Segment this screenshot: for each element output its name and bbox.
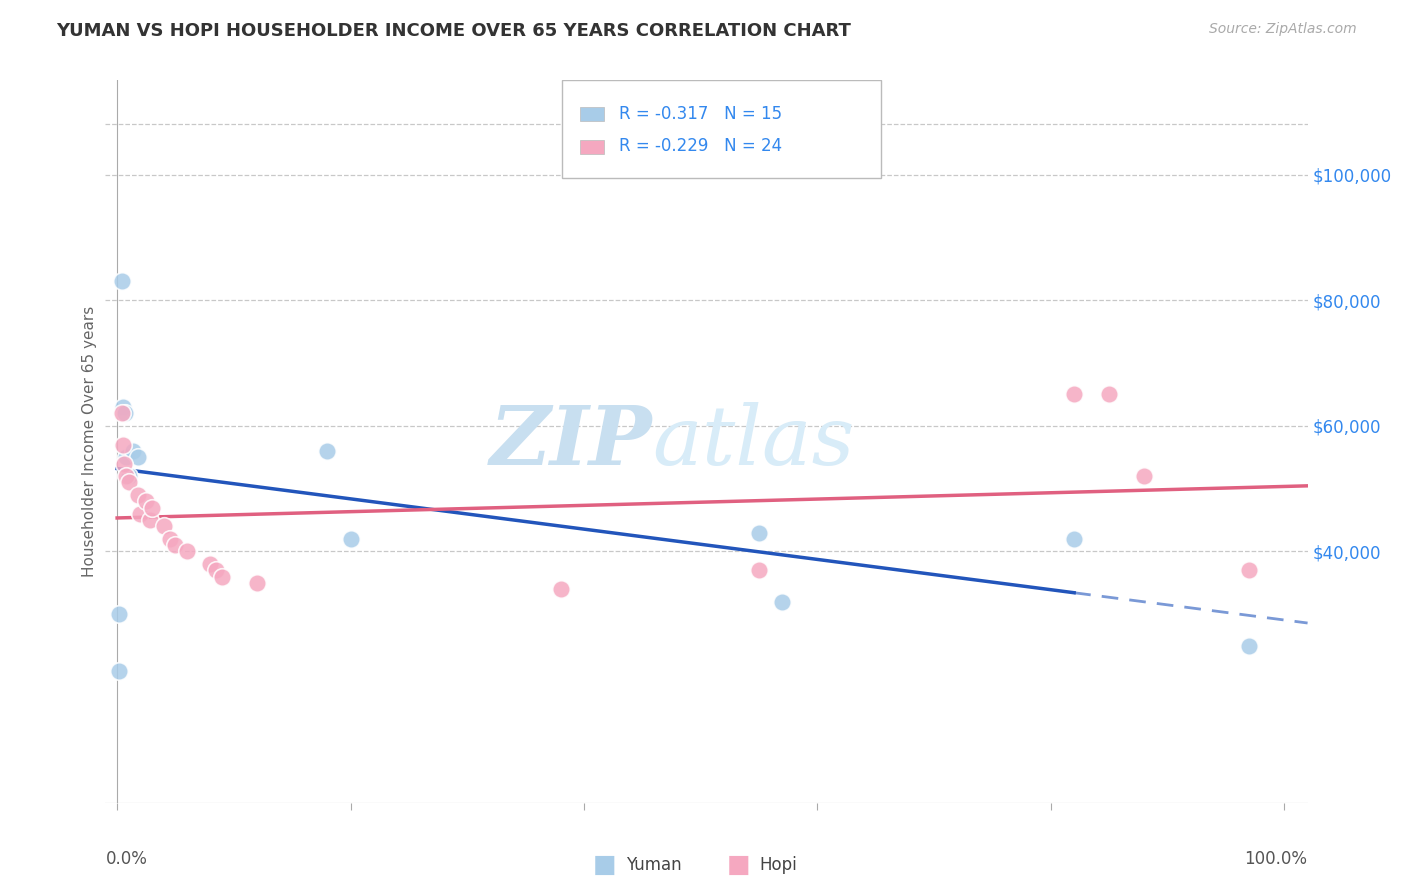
Point <box>141 500 163 515</box>
Bar <box>581 107 605 121</box>
Point <box>1133 469 1156 483</box>
Point <box>135 494 157 508</box>
Point <box>115 450 138 465</box>
Point <box>205 563 228 577</box>
Point <box>176 544 198 558</box>
Bar <box>581 139 605 154</box>
Point <box>153 519 176 533</box>
Point <box>122 444 145 458</box>
Text: 0.0%: 0.0% <box>105 850 148 868</box>
Point <box>111 400 134 414</box>
Point <box>339 532 361 546</box>
Point <box>748 525 770 540</box>
Point <box>770 595 793 609</box>
Point <box>1237 563 1260 577</box>
Point <box>316 444 339 458</box>
Point <box>200 557 222 571</box>
FancyBboxPatch shape <box>562 80 880 178</box>
Point <box>550 582 572 597</box>
Point <box>211 569 233 583</box>
Point <box>108 664 131 678</box>
Text: ■: ■ <box>727 854 749 877</box>
Point <box>1063 387 1085 401</box>
Point <box>748 563 770 577</box>
Point <box>159 532 181 546</box>
Text: ZIP: ZIP <box>489 401 652 482</box>
Text: 100.0%: 100.0% <box>1244 850 1308 868</box>
Point <box>1098 387 1121 401</box>
Point <box>165 538 187 552</box>
Point <box>114 406 136 420</box>
Point <box>127 488 149 502</box>
Point <box>246 575 269 590</box>
Point <box>118 475 141 490</box>
Point <box>108 607 131 622</box>
Point <box>1063 532 1085 546</box>
Text: atlas: atlas <box>652 401 855 482</box>
Text: R = -0.317   N = 15: R = -0.317 N = 15 <box>619 104 782 122</box>
Point <box>129 507 152 521</box>
Text: Source: ZipAtlas.com: Source: ZipAtlas.com <box>1209 22 1357 37</box>
Point <box>111 274 134 288</box>
Point <box>139 513 162 527</box>
Point <box>112 457 135 471</box>
Point <box>115 469 138 483</box>
Point <box>1237 639 1260 653</box>
Text: YUMAN VS HOPI HOUSEHOLDER INCOME OVER 65 YEARS CORRELATION CHART: YUMAN VS HOPI HOUSEHOLDER INCOME OVER 65… <box>56 22 851 40</box>
Text: Hopi: Hopi <box>759 856 797 874</box>
Text: Yuman: Yuman <box>626 856 682 874</box>
Point <box>111 438 134 452</box>
Text: ■: ■ <box>593 854 616 877</box>
Y-axis label: Householder Income Over 65 years: Householder Income Over 65 years <box>82 306 97 577</box>
Text: R = -0.229   N = 24: R = -0.229 N = 24 <box>619 137 782 155</box>
Point <box>127 450 149 465</box>
Point <box>111 406 134 420</box>
Point <box>118 469 141 483</box>
